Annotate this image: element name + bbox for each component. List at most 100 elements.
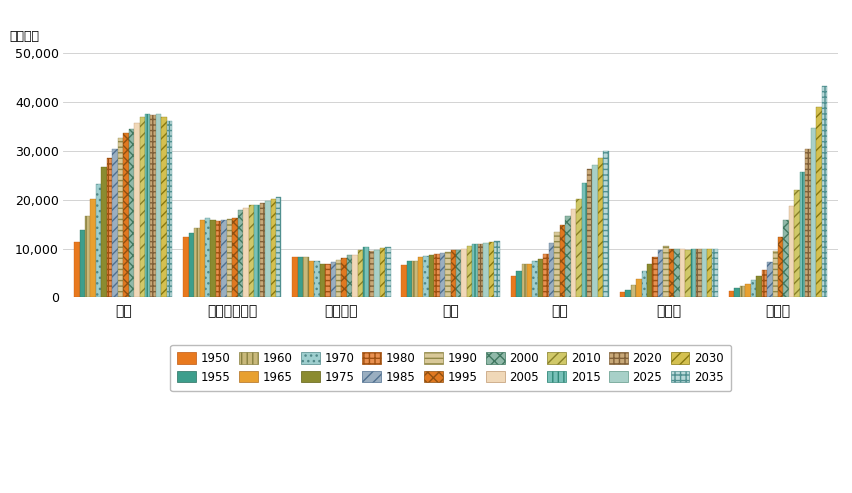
Bar [308, 261, 314, 297]
Bar [657, 250, 663, 297]
Bar [243, 208, 249, 297]
Bar [527, 264, 532, 297]
Bar [199, 220, 204, 297]
Bar [652, 256, 657, 297]
Bar [368, 251, 374, 297]
Bar [445, 252, 450, 297]
Bar [711, 249, 717, 297]
Bar [788, 206, 793, 297]
Bar [352, 255, 357, 297]
Bar [423, 256, 429, 297]
Bar [161, 117, 167, 297]
Bar [95, 183, 101, 297]
Bar [728, 291, 734, 297]
Bar [254, 206, 259, 297]
Bar [777, 237, 782, 297]
Bar [363, 247, 368, 297]
Bar [259, 204, 265, 297]
Bar [325, 264, 331, 297]
Bar [570, 209, 575, 297]
Bar [379, 248, 384, 297]
Bar [106, 158, 112, 297]
Bar [739, 286, 745, 297]
Bar [216, 221, 222, 297]
Bar [118, 139, 123, 297]
Bar [210, 220, 216, 297]
Bar [554, 232, 559, 297]
Bar [690, 249, 695, 297]
Bar [85, 216, 90, 297]
Bar [815, 107, 820, 297]
Bar [679, 249, 684, 297]
Bar [772, 251, 777, 297]
Bar [488, 242, 493, 297]
Bar [750, 280, 755, 297]
Bar [74, 242, 79, 297]
Bar [79, 230, 85, 297]
Bar [630, 285, 636, 297]
Bar [782, 219, 788, 297]
Bar [793, 190, 799, 297]
Bar [663, 246, 668, 297]
Bar [417, 257, 423, 297]
Bar [232, 217, 238, 297]
Bar [90, 199, 95, 297]
Bar [820, 86, 826, 297]
Bar [809, 128, 815, 297]
Bar [450, 250, 456, 297]
Bar [292, 256, 297, 297]
Bar [761, 270, 766, 297]
Text: （千人）: （千人） [9, 30, 39, 43]
Bar [684, 249, 690, 297]
Bar [188, 233, 194, 297]
Bar [597, 158, 602, 297]
Bar [140, 117, 145, 297]
Bar [592, 165, 597, 297]
Bar [641, 272, 647, 297]
Bar [565, 215, 570, 297]
Bar [331, 262, 336, 297]
Bar [123, 133, 129, 297]
Bar [755, 276, 761, 297]
Bar [412, 261, 417, 297]
Bar [384, 247, 390, 297]
Bar [222, 220, 227, 297]
Bar [401, 265, 406, 297]
Bar [766, 262, 772, 297]
Bar [548, 243, 554, 297]
Bar [249, 205, 254, 297]
Bar [145, 114, 150, 297]
Bar [619, 292, 625, 297]
Bar [314, 261, 320, 297]
Bar [112, 149, 118, 297]
Bar [483, 243, 488, 297]
Bar [129, 129, 134, 297]
Bar [804, 149, 809, 297]
Bar [456, 250, 461, 297]
Bar [734, 288, 739, 297]
Bar [194, 228, 199, 297]
Bar [347, 255, 352, 297]
Bar [238, 211, 243, 297]
Bar [602, 151, 608, 297]
Bar [575, 199, 581, 297]
Bar [204, 218, 210, 297]
Bar [706, 249, 711, 297]
Bar [156, 114, 161, 297]
Bar [674, 249, 679, 297]
Bar [493, 241, 499, 297]
Bar [538, 259, 543, 297]
Bar [532, 260, 538, 297]
Bar [477, 244, 483, 297]
Bar [429, 255, 434, 297]
Bar [336, 260, 341, 297]
Bar [625, 290, 630, 297]
Bar [265, 201, 270, 297]
Bar [374, 249, 379, 297]
Bar [183, 237, 188, 297]
Bar [461, 249, 466, 297]
Bar [167, 121, 172, 297]
Bar [297, 257, 303, 297]
Bar [543, 254, 548, 297]
Bar [466, 246, 472, 297]
